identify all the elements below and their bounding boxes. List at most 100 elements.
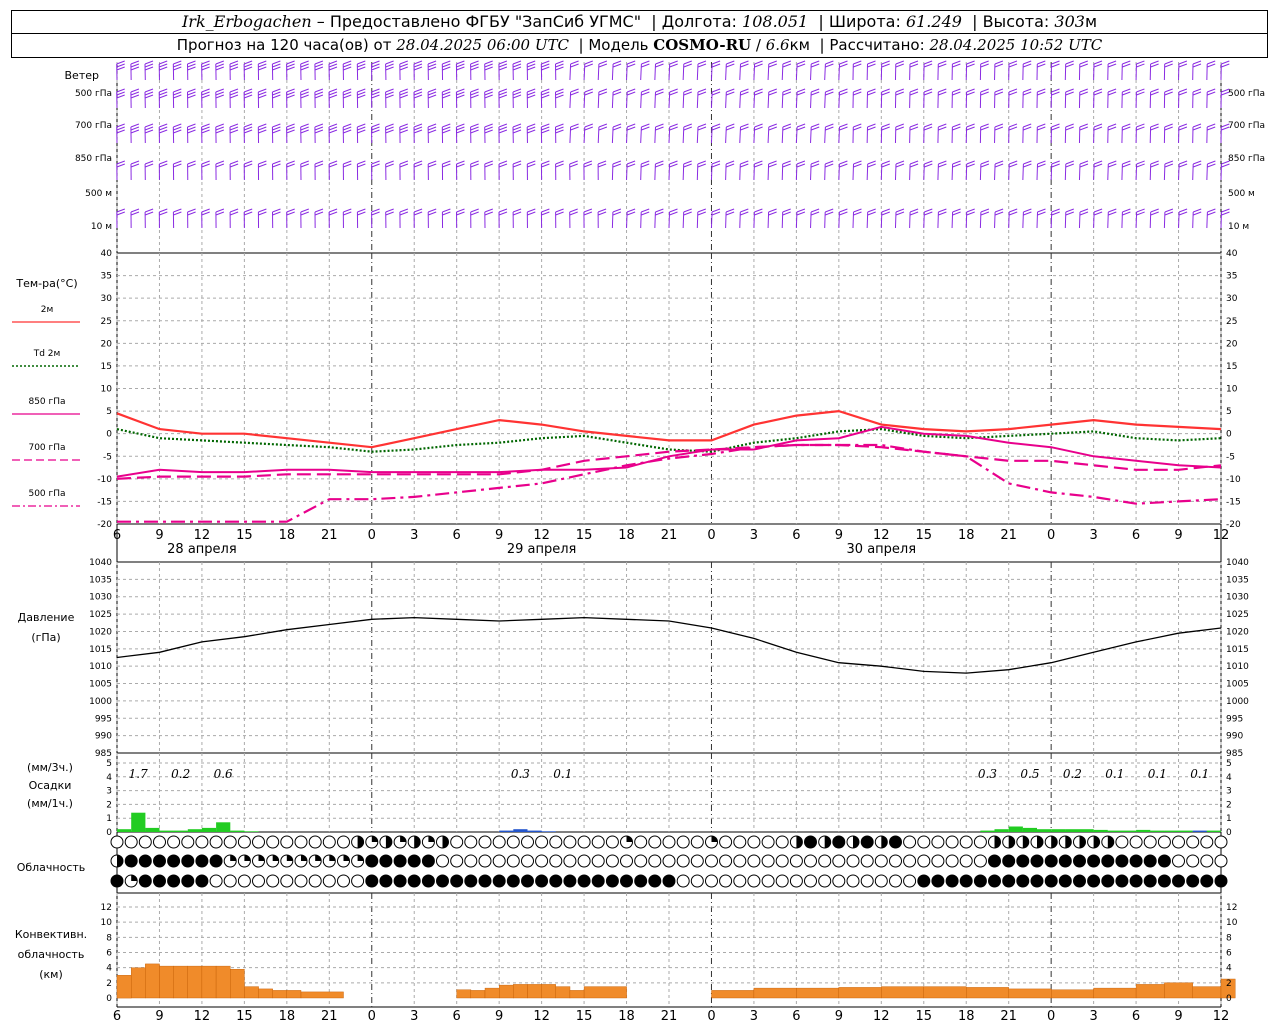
wind-barb-feather — [697, 88, 707, 93]
wind-barb-staff — [1036, 211, 1038, 229]
cloud-symbol — [1087, 874, 1101, 888]
temp-tick-right: -10 — [1226, 475, 1241, 485]
wind-barb-feather — [541, 63, 550, 68]
cloud-symbol — [690, 854, 704, 868]
wind-barb-feather — [1178, 91, 1188, 96]
temp-tick-left: 15 — [101, 362, 112, 372]
cloud-symbol — [789, 854, 803, 868]
wind-barb — [951, 123, 961, 144]
wind-barb — [272, 160, 281, 181]
cloud-symbol — [153, 854, 166, 868]
wind-barb-staff — [767, 211, 770, 229]
x-tick-label: 18 — [618, 528, 635, 543]
wind-barb-feather — [413, 126, 423, 131]
precip-3h-value: 0.1 — [1105, 767, 1124, 781]
wind-barb-staff — [1107, 163, 1109, 181]
wind-barb — [257, 60, 267, 81]
cloud-symbol — [110, 874, 124, 888]
wind-barb-feather — [201, 94, 210, 99]
cloud-symbol-half — [853, 836, 859, 848]
wind-barb-feather — [116, 88, 125, 93]
cloud-symbol-quarter — [400, 836, 407, 842]
wind-barb-feather — [612, 211, 622, 216]
temp-series-line — [116, 425, 1222, 478]
wind-level-right: 500 м — [1228, 189, 1255, 199]
wind-barb-feather — [116, 63, 125, 68]
wind-barb — [866, 208, 876, 229]
wind-barb — [696, 123, 707, 144]
wind-barb-feather — [371, 123, 380, 128]
wind-barb — [272, 208, 281, 229]
wind-barb — [484, 88, 493, 109]
wind-barb-feather — [938, 63, 947, 68]
wind-barb-feather — [1051, 126, 1060, 131]
wind-barb-feather — [952, 208, 961, 213]
wind-barb-feather — [413, 66, 423, 71]
wind-barb-feather — [626, 211, 636, 216]
wind-barb-feather — [116, 163, 125, 168]
wind-barb-feather — [1107, 88, 1117, 93]
wind-barb-feather — [385, 88, 394, 93]
wind-barb-feather — [555, 211, 564, 216]
wind-barb-feather — [669, 163, 678, 168]
convective-bar — [300, 991, 344, 999]
wind-barb-feather — [258, 211, 267, 216]
wind-barb-feather — [938, 123, 947, 128]
precip-tick-right: 0 — [1226, 828, 1232, 838]
convective-bar — [569, 990, 585, 999]
cloud-symbol — [110, 835, 124, 849]
wind-barb-feather — [811, 123, 820, 128]
wind-barb-feather — [966, 208, 975, 213]
wind-barb-feather — [683, 126, 692, 131]
wind-barb-feather — [527, 163, 536, 168]
wind-barb-feather — [456, 129, 465, 134]
wind-barb-feather — [697, 211, 706, 216]
wind-barb — [286, 60, 295, 81]
wind-barb-staff — [626, 211, 628, 229]
wind-barb-feather — [1079, 126, 1088, 131]
wind-barb-feather — [655, 88, 664, 93]
cloud-symbol — [775, 854, 789, 868]
wind-barb — [1220, 160, 1230, 181]
wind-barb-feather — [711, 91, 721, 96]
wind-barb — [951, 208, 961, 229]
temp-tick-left: -10 — [97, 475, 112, 485]
cloud-symbol-quarter — [230, 855, 237, 861]
wind-barb-staff — [626, 163, 628, 181]
wind-barb — [668, 88, 678, 109]
x-tick-label: 6 — [453, 528, 461, 543]
temp-tick-left: 40 — [101, 249, 113, 259]
cloud-symbol-quarter — [244, 855, 251, 861]
wind-barb — [342, 160, 352, 181]
cloud-symbol — [181, 835, 195, 849]
wind-barb — [229, 160, 239, 181]
wind-barb-feather — [867, 88, 876, 93]
wind-barb-feather — [1207, 91, 1216, 96]
wind-barb — [1036, 208, 1046, 229]
temp-title: Тем-ра(°C) — [15, 277, 77, 290]
cloud-symbol — [973, 854, 987, 868]
wind-barb-staff — [725, 91, 727, 109]
wind-barb-feather — [116, 126, 125, 131]
wind-barb — [767, 60, 777, 81]
wind-barb — [767, 88, 777, 109]
cloud-symbol — [1172, 835, 1185, 849]
cloud-symbol-quarter — [286, 855, 293, 861]
model-label: Модель — [588, 36, 649, 54]
wind-barb-feather — [1122, 126, 1131, 131]
wind-barb-feather — [952, 160, 961, 165]
wind-barb-feather — [1037, 88, 1046, 93]
wind-barb-feather — [527, 66, 536, 71]
cloud-symbol — [648, 854, 662, 868]
wind-barb-feather — [1023, 211, 1032, 216]
wind-barb-feather — [641, 123, 650, 128]
wind-barb-feather — [1037, 123, 1046, 128]
wind-barb-feather — [923, 126, 933, 131]
wind-barb — [187, 60, 196, 81]
date-label: 28 апреля — [167, 542, 237, 557]
wind-barb-feather — [413, 163, 423, 168]
cloud-symbol — [1129, 874, 1143, 888]
wind-barb — [880, 123, 890, 144]
cloud-symbol — [605, 874, 619, 888]
wind-barb-feather — [244, 211, 253, 216]
